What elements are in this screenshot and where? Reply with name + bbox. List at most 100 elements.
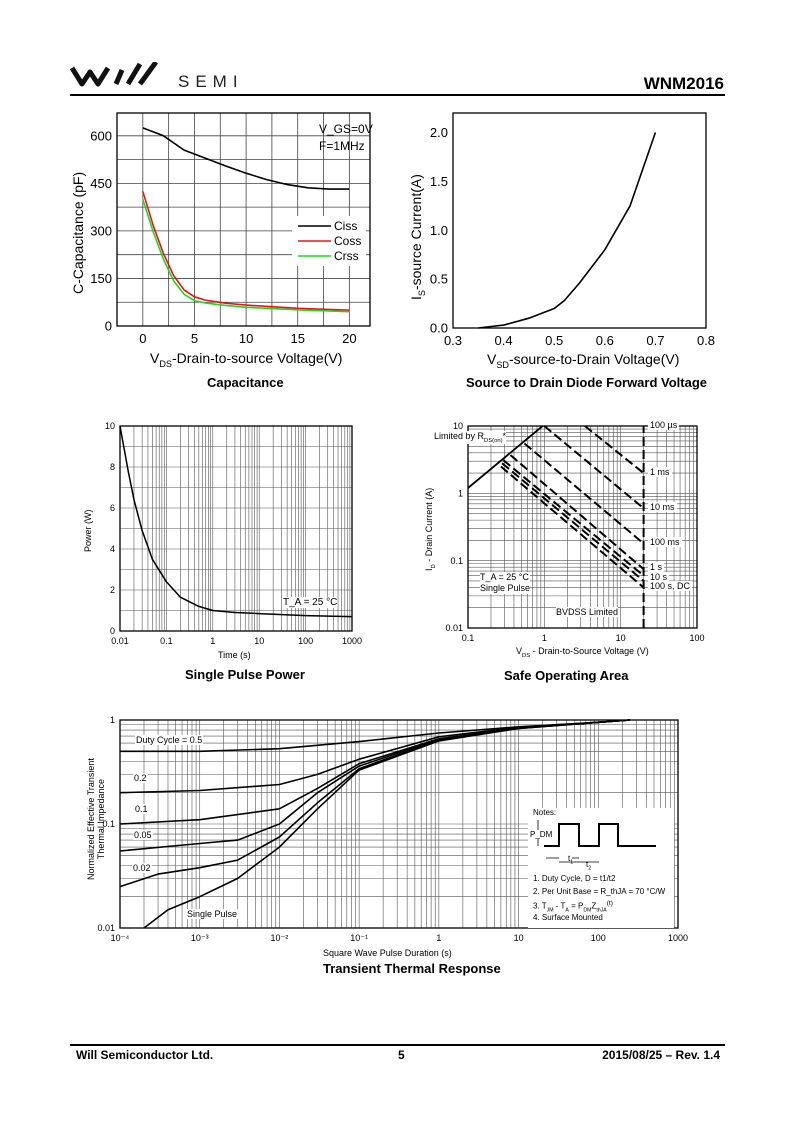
x-tick-label: 10 [254, 636, 264, 646]
soa-line-label: 100 s, DC [648, 581, 693, 592]
y-tick-label: 1 [110, 715, 115, 725]
notes-item-2: 2. Per Unit Base = R_thJA = 70 °C/W [533, 887, 666, 896]
y-tick-label: 450 [90, 176, 112, 191]
soa-line-label: 100 ms [648, 537, 682, 548]
thermal-curve-label: Duty Cycle = 0.5 [135, 735, 204, 745]
x-tick-label: 15 [290, 331, 304, 346]
part-number: WNM2016 [643, 74, 724, 93]
thermal-xlabel: Square Wave Pulse Duration (s) [323, 948, 452, 958]
thermal-ylabel-line2: Thermal Impedance [96, 779, 106, 860]
footer-divider [70, 1044, 725, 1046]
y-tick-label: 300 [90, 223, 112, 238]
x-tick-label: 0.6 [596, 333, 614, 348]
y-tick-label: 2.0 [430, 125, 448, 140]
y-tick-label: 10 [105, 421, 115, 431]
diode-xlabel-sub: SD [496, 359, 509, 370]
y-tick-label: 0.01 [97, 923, 115, 933]
legend-label-coss: Coss [334, 234, 361, 248]
cap-annotation-vgs: V_GS=0V [319, 122, 373, 136]
header-divider [70, 94, 725, 96]
series-line-single-pulse [143, 719, 631, 929]
x-tick-label: 20 [342, 331, 356, 346]
series-line-1-s [502, 459, 645, 577]
soa-single-pulse: Single Pulse [480, 583, 531, 593]
soa-line-label: 1 s [648, 562, 665, 573]
soa-line-label: 1 ms [648, 467, 672, 478]
x-tick-label: 10 [514, 933, 524, 943]
cap-title: Capacitance [207, 375, 284, 390]
thermal-ylabel: Normalized Effective Transient Thermal Im… [86, 758, 106, 880]
y-tick-label: 0.01 [445, 623, 463, 633]
x-tick-label: 1 [542, 633, 547, 643]
x-tick-label: 100 [591, 933, 606, 943]
y-tick-label: 0.1 [450, 556, 463, 566]
y-tick-label: 4 [110, 544, 115, 554]
x-tick-label: 10⁻⁴ [111, 933, 130, 943]
chart-0: 0 5 10 15 20 0 150 300 450 600 [90, 112, 371, 346]
x-tick-label: 0.4 [495, 333, 513, 348]
power-ylabel: Power (W) [83, 509, 93, 553]
x-tick-label: 100 [298, 636, 313, 646]
power-xlabel: Time (s) [218, 650, 251, 660]
x-tick-label: 1 [210, 636, 215, 646]
pulse-waveform-diagram [537, 820, 656, 863]
thermal-title: Transient Thermal Response [323, 961, 501, 976]
notes-t1: t1 [568, 854, 574, 866]
soa-ta-text: T_A = 25 °C [480, 572, 529, 582]
cap-xlabel-sub: DS [159, 358, 172, 369]
thermal-curve-label: 0.02 [132, 863, 152, 873]
soa-ta-label: T_A = 25 °C Single Pulse [480, 572, 531, 594]
y-tick-label: 0.5 [430, 272, 448, 287]
series-line-coss [142, 191, 350, 311]
diode-ylabel-sub: S [416, 290, 427, 297]
series-line-crss [142, 198, 350, 313]
brand-text: SEMI [178, 72, 244, 91]
series-line-ciss [142, 127, 350, 190]
x-tick-label: 10⁻³ [191, 933, 209, 943]
thermal-ylabel-line1: Normalized Effective Transient [86, 758, 96, 880]
thermal-curve-label: Single Pulse [186, 909, 239, 919]
soa-bvdss-label: BVDSS Limited [556, 607, 619, 617]
y-tick-label: 150 [90, 271, 112, 286]
x-tick-label: 0.1 [462, 633, 475, 643]
soa-xlabel: VDS - Drain-to-Source Voltage (V) [516, 646, 649, 659]
y-tick-label: 0 [110, 626, 115, 636]
y-tick-label: 1.0 [430, 223, 448, 238]
series-line-1-ms [543, 425, 645, 510]
x-tick-label: 0.1 [160, 636, 173, 646]
soa-ylabel: ID - Drain Current (A) [424, 487, 437, 571]
notes-heading: Notes: [533, 808, 557, 817]
series-line-100-s-dc [500, 465, 645, 589]
x-tick-label: 0.7 [646, 333, 664, 348]
x-tick-label: 1000 [668, 933, 688, 943]
plot-frame [116, 112, 371, 327]
x-tick-label: 10 [239, 331, 253, 346]
thermal-curve-label: 0.05 [133, 830, 153, 840]
thermal-curve-label: 0.1 [134, 804, 149, 814]
series-line-10-s [501, 462, 645, 582]
x-tick-label: 100 [689, 633, 704, 643]
soa-line-label: 10 s [648, 572, 670, 583]
y-tick-label: 0.0 [430, 321, 448, 336]
x-tick-label: 10⁻¹ [350, 933, 368, 943]
y-tick-label: 600 [90, 128, 112, 143]
plot-frame [452, 112, 707, 329]
diode-title: Source to Drain Diode Forward Voltage [466, 375, 708, 390]
cap-ylabel: C-Capacitance (pF) [70, 171, 86, 294]
x-tick-label: 0.5 [545, 333, 563, 348]
diode-ylabel: IS-source Current(A) [408, 174, 427, 300]
x-tick-label: 0.01 [111, 636, 129, 646]
y-tick-label: 10 [453, 421, 463, 431]
plot-frame [467, 425, 698, 629]
y-tick-label: 1.5 [430, 174, 448, 189]
soa-line-label: 100 µs [648, 420, 680, 430]
y-tick-label: 0 [105, 319, 112, 334]
x-tick-label: 5 [191, 331, 198, 346]
notes-item-4: 4. Surface Mounted [533, 913, 603, 922]
legend-label-ciss: Ciss [334, 219, 357, 233]
x-tick-label: 0.8 [697, 333, 715, 348]
chart-1: 0.3 0.4 0.5 0.6 0.7 0.8 0.0 0.5 1.0 1.5 2.0 [430, 112, 715, 348]
soa-line-label: 10 ms [648, 502, 677, 513]
